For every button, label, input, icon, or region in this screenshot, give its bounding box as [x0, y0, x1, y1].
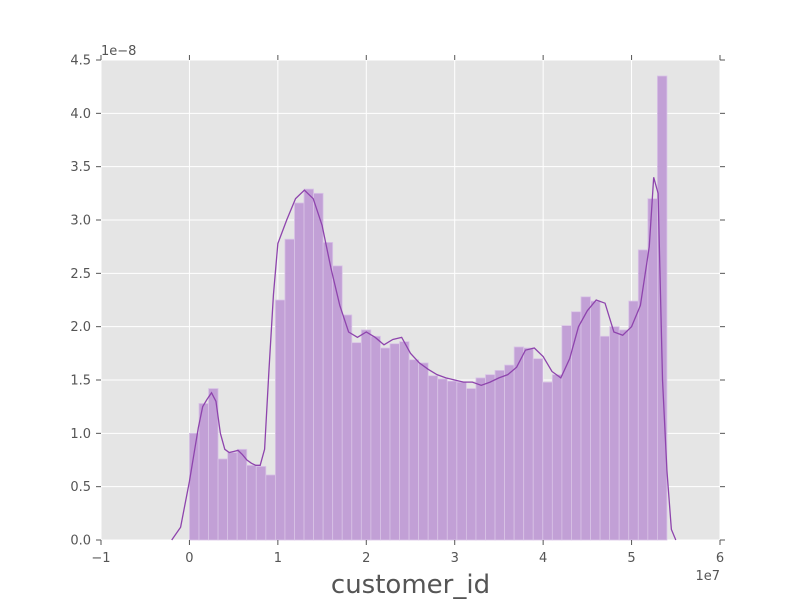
histogram-bar [227, 452, 238, 541]
x-tick-labels: −1 0 1 2 3 4 5 6 [91, 551, 724, 566]
histogram-bar [485, 374, 496, 541]
histogram-bar [580, 296, 591, 541]
y-tick-label: 4.5 [70, 54, 91, 69]
histogram-bar [618, 329, 630, 541]
y-tick-label: 4.0 [70, 107, 91, 122]
histogram-bar [265, 474, 276, 541]
x-tick-label: 0 [185, 551, 193, 566]
histogram-bar [294, 202, 305, 541]
histogram-bar [475, 377, 486, 541]
histogram-bar [628, 300, 639, 541]
y-tick-label: 0.0 [70, 534, 91, 549]
histogram-bar [284, 238, 295, 541]
x-tick-label: 4 [539, 551, 547, 566]
x-tick-label: 1 [274, 551, 282, 566]
x-tick-label: 2 [362, 551, 370, 566]
histogram-bar [523, 347, 534, 541]
y-tick-label: 3.0 [70, 214, 91, 229]
histogram-bar [494, 369, 505, 541]
x-offset-label: 1e7 [695, 569, 720, 584]
histogram-bar [360, 329, 372, 541]
y-tick-label: 1.0 [70, 427, 91, 442]
histogram-bar [542, 381, 553, 541]
histogram-bar [341, 314, 353, 541]
histogram-bar [198, 403, 209, 541]
y-tick-label: 3.5 [70, 160, 91, 175]
histogram-bar [303, 188, 314, 541]
histogram-bar [217, 458, 229, 541]
histogram-bar [599, 335, 611, 541]
histogram-bar [656, 75, 668, 541]
histogram-bar [255, 465, 267, 541]
x-tick-label: 5 [627, 551, 635, 566]
histogram-bar [408, 359, 420, 541]
histogram-bar [380, 347, 391, 541]
histogram-bar [590, 300, 601, 541]
histogram-bar [465, 388, 477, 541]
histogram-bar [274, 299, 286, 541]
histogram-bar [427, 375, 439, 541]
histogram-bar [551, 374, 563, 541]
histogram-bar [351, 342, 362, 541]
histogram-bar [322, 241, 334, 541]
histogram-bar [456, 381, 467, 541]
x-axis-label: customer_id [331, 570, 490, 600]
y-tick-label: 0.5 [70, 480, 91, 495]
histogram-bar [437, 378, 448, 541]
histogram-bar [370, 335, 381, 541]
x-tick-label: −1 [91, 551, 110, 566]
kde-line [171, 177, 677, 541]
histogram-bars [189, 75, 668, 541]
histogram-bar [637, 249, 649, 541]
histogram-bar [246, 464, 257, 541]
histogram-bar [313, 192, 324, 541]
y-offset-label: 1e−8 [101, 44, 136, 59]
y-tick-labels: 0.0 0.5 1.0 1.5 2.0 2.5 3.0 3.5 4.0 4.5 [70, 54, 91, 549]
histogram-bar [446, 380, 458, 541]
histogram-bar [418, 362, 429, 541]
histogram-bar [609, 326, 620, 541]
axis-ticks [96, 55, 725, 545]
histogram-bar [208, 388, 219, 541]
histogram-bar [399, 341, 410, 541]
histogram-bar [236, 448, 248, 541]
x-tick-label: 6 [716, 551, 724, 566]
histogram-bar [532, 358, 544, 541]
histogram-bar [504, 364, 515, 541]
y-tick-label: 1.5 [70, 374, 91, 389]
histogram-bar [389, 343, 400, 541]
x-tick-label: 3 [451, 551, 459, 566]
histogram-bar [513, 346, 525, 541]
y-tick-label: 2.5 [70, 267, 91, 282]
y-tick-label: 2.0 [70, 320, 91, 335]
